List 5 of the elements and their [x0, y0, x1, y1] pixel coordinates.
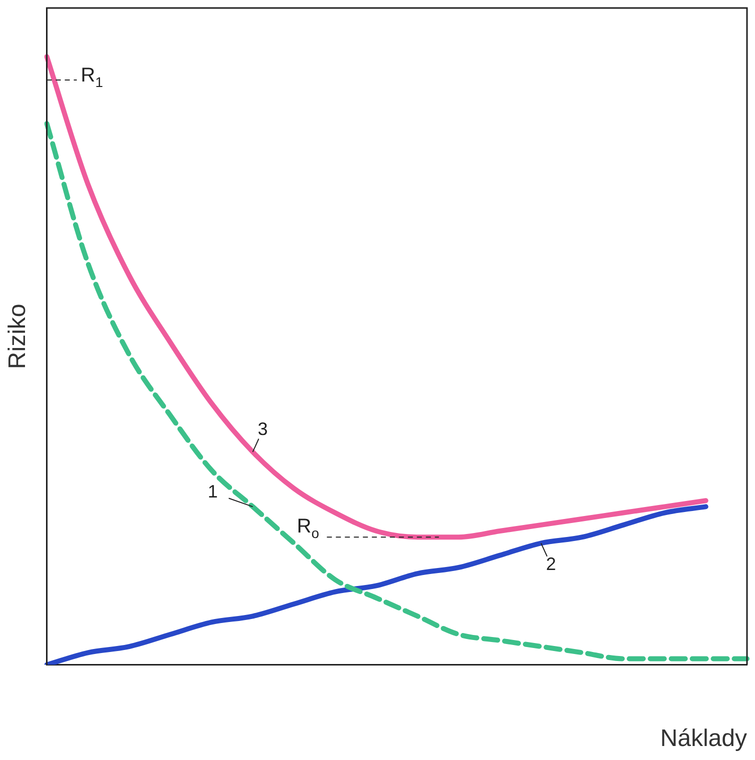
series-label: 3	[258, 418, 268, 439]
series-label: 1	[208, 482, 218, 502]
x-axis-title: Náklady	[660, 725, 747, 752]
series-label: 2	[546, 554, 556, 574]
y-axis-title: Riziko	[4, 304, 32, 370]
